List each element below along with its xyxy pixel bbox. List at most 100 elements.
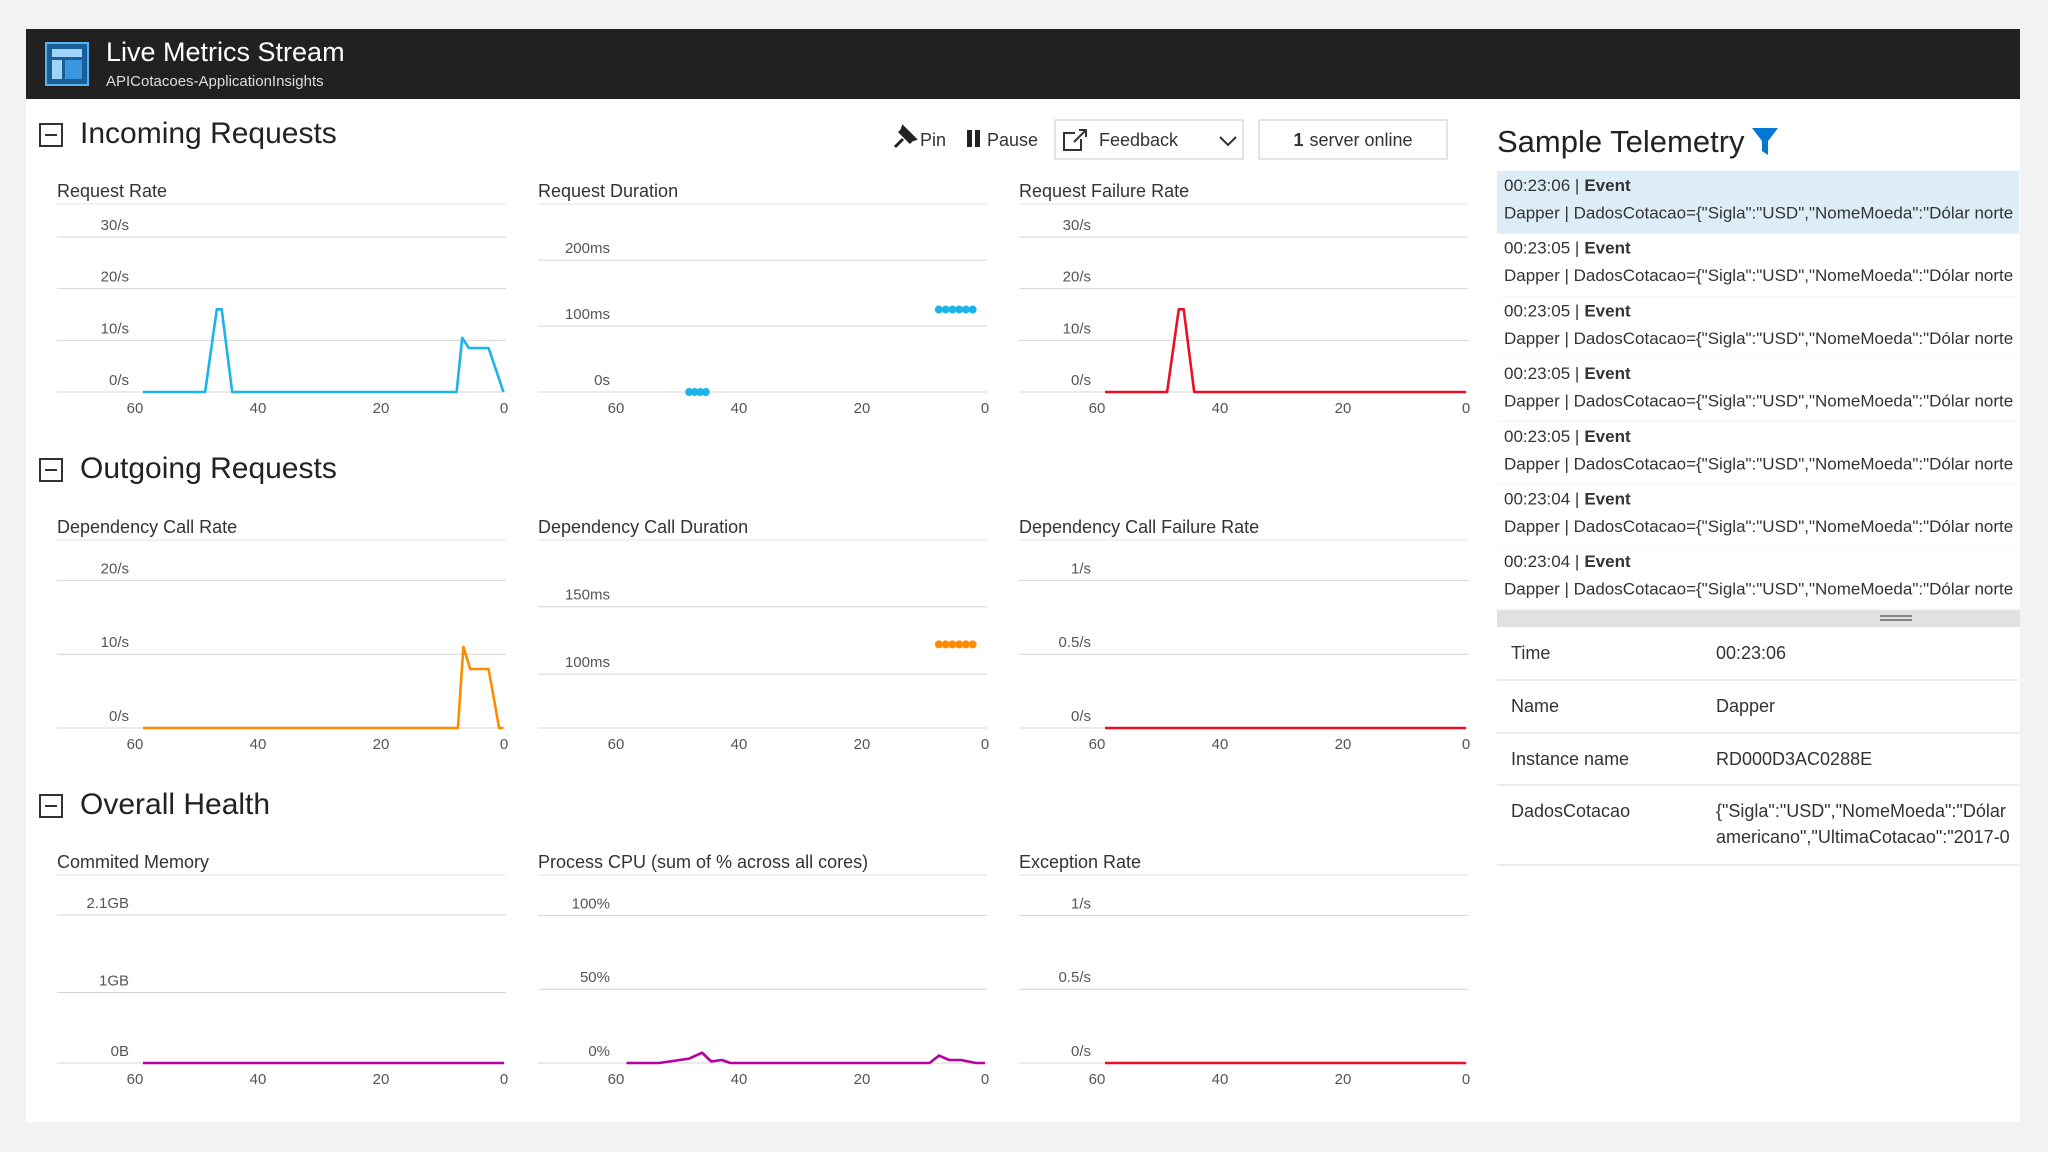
app-subtitle: APICotacoes-ApplicationInsights [106, 73, 324, 90]
telemetry-item[interactable] [1497, 359, 2020, 422]
x-tick-label: 40 [250, 400, 267, 417]
y-tick-label: 1/s [1071, 560, 1091, 577]
y-tick-label: 20/s [1063, 269, 1091, 286]
telemetry-item[interactable] [1497, 484, 2020, 548]
x-tick-label: 60 [127, 736, 144, 753]
server-count: 1 [1293, 130, 1303, 150]
item-kind: Event [1584, 427, 1631, 446]
data-point [948, 305, 957, 314]
x-tick-label: 60 [608, 1071, 625, 1088]
data-point [685, 388, 694, 396]
item-time: 00:23:04 | [1504, 490, 1579, 509]
splitter-grip [1880, 615, 1912, 621]
x-tick-label: 40 [1212, 1071, 1229, 1088]
data-point [941, 305, 950, 314]
pause-label: Pause [987, 130, 1038, 150]
y-tick-label: 0B [111, 1043, 129, 1060]
x-tick-label: 20 [373, 400, 390, 417]
x-tick-label: 60 [1089, 400, 1106, 417]
chart-title: Request Rate [57, 181, 167, 201]
item-header: 00:23:05 | Event [1504, 302, 1631, 321]
x-tick-label: 20 [1335, 1071, 1352, 1088]
data-point [961, 640, 970, 649]
pause-button[interactable]: Pause [967, 130, 1038, 150]
app-icon [45, 42, 89, 86]
item-time: 00:23:05 | [1504, 365, 1579, 384]
detail-key: DadosCotacao [1511, 801, 1630, 821]
telemetry-item[interactable] [1497, 171, 2020, 234]
x-tick-label: 0 [500, 1071, 508, 1088]
data-point [968, 640, 977, 649]
chart-title: Dependency Call Failure Rate [1019, 517, 1259, 537]
server-status-text: 1 server online [1293, 130, 1412, 150]
item-time: 00:23:05 | [1504, 427, 1579, 446]
item-header: 00:23:05 | Event [1504, 427, 1631, 446]
collapse-toggle[interactable] [39, 794, 63, 818]
chart-title: Request Duration [538, 181, 678, 201]
x-tick-label: 40 [250, 1071, 267, 1088]
item-time: 00:23:05 | [1504, 302, 1579, 321]
y-tick-label: 0.5/s [1058, 969, 1091, 986]
data-point [690, 388, 699, 396]
telemetry-item[interactable] [1497, 547, 2020, 610]
item-message: Dapper | DadosCotacao={"Sigla":"USD","No… [1504, 454, 2013, 473]
series-line [143, 308, 505, 394]
item-header: 00:23:04 | Event [1504, 490, 1631, 509]
data-point [934, 305, 943, 314]
telemetry-item[interactable] [1497, 296, 2020, 360]
x-tick-label: 40 [731, 1071, 748, 1088]
x-tick-label: 20 [854, 1071, 871, 1088]
x-tick-label: 0 [981, 1071, 989, 1088]
y-tick-label: 10/s [1063, 320, 1091, 337]
collapse-toggle[interactable] [39, 458, 63, 482]
x-tick-label: 0 [500, 400, 508, 417]
y-tick-label: 0.5/s [1058, 634, 1091, 651]
data-point [968, 305, 977, 314]
y-tick-label: 50% [580, 969, 610, 986]
detail-value: americano","UltimaCotacao":"2017-0 [1716, 827, 2010, 847]
y-tick-label: 0s [594, 372, 610, 389]
item-kind: Event [1584, 176, 1631, 195]
chart-title: Dependency Call Rate [57, 517, 237, 537]
item-message: Dapper | DadosCotacao={"Sigla":"USD","No… [1504, 580, 2013, 599]
item-message: Dapper | DadosCotacao={"Sigla":"USD","No… [1504, 329, 2013, 348]
item-header: 00:23:04 | Event [1504, 553, 1631, 572]
item-kind: Event [1584, 302, 1631, 321]
header-bar [26, 29, 2020, 99]
x-tick-label: 60 [1089, 1071, 1106, 1088]
chart-title: Commited Memory [57, 852, 209, 872]
item-kind: Event [1584, 553, 1631, 572]
x-tick-label: 20 [1335, 400, 1352, 417]
series-line [143, 645, 504, 730]
item-message: Dapper | DadosCotacao={"Sigla":"USD","No… [1504, 203, 2013, 222]
pin-button[interactable]: Pin [893, 124, 946, 150]
data-point [948, 640, 957, 649]
x-tick-label: 60 [1089, 736, 1106, 753]
telemetry-item[interactable] [1497, 233, 2020, 297]
y-tick-label: 0/s [109, 372, 129, 389]
telemetry-title: Sample Telemetry [1497, 124, 1745, 159]
x-tick-label: 40 [731, 736, 748, 753]
data-point [961, 305, 970, 314]
y-tick-label: 0/s [1071, 372, 1091, 389]
x-tick-label: 60 [608, 400, 625, 417]
item-header: 00:23:05 | Event [1504, 239, 1631, 258]
data-point [941, 640, 950, 649]
x-tick-label: 20 [1335, 736, 1352, 753]
feedback-dropdown[interactable]: Feedback [1054, 119, 1244, 160]
y-tick-label: 0/s [1071, 708, 1091, 725]
detail-value: RD000D3AC0288E [1716, 749, 1872, 769]
x-tick-label: 0 [1462, 1071, 1470, 1088]
y-tick-label: 30/s [1063, 217, 1091, 234]
y-tick-label: 30/s [101, 217, 129, 234]
chart-title: Exception Rate [1019, 852, 1141, 872]
splitter[interactable] [1497, 610, 2020, 627]
pin-label: Pin [920, 130, 946, 150]
chart-title: Dependency Call Duration [538, 517, 748, 537]
filter-icon[interactable] [1752, 128, 1778, 155]
detail-key: Instance name [1511, 749, 1629, 769]
y-tick-label: 100ms [565, 306, 610, 323]
telemetry-item[interactable] [1497, 421, 2020, 485]
collapse-toggle[interactable] [39, 123, 63, 147]
x-tick-label: 0 [1462, 736, 1470, 753]
